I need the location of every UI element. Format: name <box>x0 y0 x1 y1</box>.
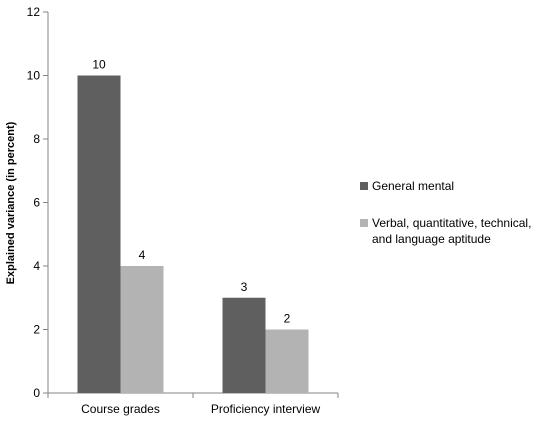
x-tick-label: Proficiency interview <box>211 402 321 416</box>
y-tick-label: 4 <box>33 259 40 273</box>
bar <box>265 329 309 393</box>
legend-label: General mental <box>372 179 455 193</box>
y-tick-label: 8 <box>33 132 40 146</box>
legend-swatch <box>360 219 368 227</box>
y-tick-label: 12 <box>27 5 41 19</box>
bar <box>77 75 121 393</box>
data-label: 2 <box>284 312 291 326</box>
y-tick-label: 10 <box>27 69 41 83</box>
bar <box>222 297 266 393</box>
data-label: 4 <box>139 248 146 262</box>
y-axis-label: Explained variance (in percent) <box>5 121 17 284</box>
data-label: 10 <box>92 58 106 72</box>
x-tick-label: Course grades <box>81 402 160 416</box>
legend-label: Verbal, quantitative, technical, and lan… <box>372 216 532 246</box>
y-tick-label: 0 <box>33 386 40 400</box>
y-tick-label: 2 <box>33 323 40 337</box>
data-label: 3 <box>241 280 248 294</box>
y-tick-label: 6 <box>33 196 40 210</box>
bar <box>120 266 164 393</box>
legend-swatch <box>360 182 368 190</box>
